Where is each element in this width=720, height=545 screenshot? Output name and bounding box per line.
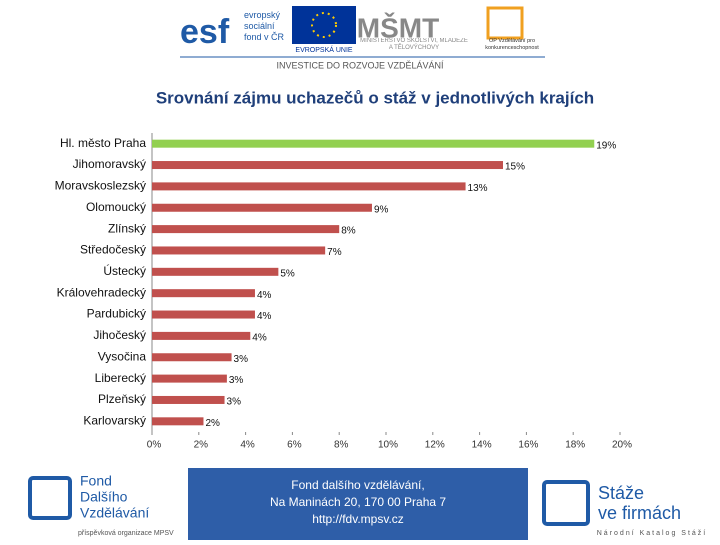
- x-tick-label: 12%: [425, 440, 445, 451]
- value-label: 8%: [341, 226, 356, 237]
- category-label: Plzeňský: [98, 392, 146, 406]
- x-tick-label: 10%: [378, 440, 398, 451]
- category-label: Karlovarský: [83, 413, 146, 427]
- bar: [152, 374, 227, 383]
- category-label: Liberecký: [95, 371, 146, 385]
- category-label: Královehradecký: [57, 285, 146, 299]
- value-label: 3%: [227, 397, 242, 408]
- bar: [152, 289, 255, 298]
- bar: [152, 331, 251, 340]
- x-tick-label: 14%: [472, 440, 492, 451]
- tagline: INVESTICE DO ROZVOJE VZDĚLÁVÁNÍ: [276, 60, 444, 70]
- eu-flag: [292, 6, 356, 44]
- value-label: 7%: [327, 247, 342, 258]
- value-label: 19%: [596, 140, 616, 151]
- bar: [152, 395, 225, 404]
- x-tick-label: 20%: [612, 440, 632, 451]
- value-label: 2%: [205, 418, 220, 429]
- value-label: 9%: [374, 204, 389, 215]
- staze-line: ve firmách: [598, 503, 681, 523]
- category-label: Hl. město Praha: [60, 136, 146, 150]
- fdv-line: Vzdělávání: [80, 505, 149, 521]
- address-line: Fond dalšího vzdělávání,: [291, 478, 424, 492]
- x-tick-label: 8%: [334, 440, 349, 451]
- value-label: 4%: [257, 290, 272, 301]
- esf-text: evropský sociální fond v ČR: [244, 10, 285, 42]
- eu-text: EVROPSKÁ UNIE: [295, 45, 353, 54]
- bar: [152, 161, 503, 170]
- fdv-line: Dalšího: [80, 489, 128, 505]
- chart: 0% 2% 4% 6% 8% 10% 12% 14% 16% 18% 20% Hl. město Pr…: [55, 133, 632, 451]
- msmt-text: MINISTERSTVO ŠKOLSTVÍ, MLÁDEŽE A TĚLOVÝC…: [360, 38, 468, 51]
- category-label: Jihočeský: [93, 328, 146, 342]
- chart-title: Srovnání zájmu uchazečů o stáž v jednotl…: [156, 88, 594, 107]
- x-tick-label: 2%: [194, 440, 209, 451]
- bar: [152, 182, 466, 191]
- bar: [152, 417, 204, 426]
- op-logo: [486, 6, 524, 40]
- x-tick-label: 4%: [240, 440, 255, 451]
- category-label: Pardubický: [87, 307, 146, 321]
- address: Fond dalšího vzdělávání, Na Maninách 20, …: [270, 478, 446, 526]
- category-label: Středočeský: [80, 243, 146, 257]
- value-label: 3%: [234, 354, 249, 365]
- value-label: 5%: [280, 268, 295, 279]
- bar: [152, 225, 340, 234]
- esf-logo: esf: [180, 13, 230, 51]
- fdv-sub: příspěvková organizace MPSV: [78, 530, 174, 537]
- op-text: OP Vzdělávání pro konkurenceschopnost: [485, 38, 539, 51]
- esf-text-box: evropský sociální fond v ČR: [244, 10, 285, 42]
- value-label: 3%: [229, 375, 244, 386]
- address-line: Na Maninách 20, 170 00 Praha 7: [270, 495, 446, 509]
- category-label: Ústecký: [103, 263, 146, 278]
- bar: [152, 203, 372, 212]
- category-label: Zlínský: [108, 221, 146, 235]
- bar: [152, 310, 255, 319]
- value-label: 4%: [252, 333, 267, 344]
- address-line: http://fdv.mpsv.cz: [312, 512, 404, 526]
- staze-sub: Národní Katalog Stáží: [597, 530, 708, 537]
- x-tick-label: 0%: [147, 440, 162, 451]
- fdv-line: Fond: [80, 473, 112, 489]
- fdv-icon: [28, 476, 72, 520]
- address-box: [188, 468, 528, 540]
- value-label: 4%: [257, 311, 272, 322]
- bar: [152, 353, 232, 362]
- value-label: 15%: [505, 162, 525, 173]
- value-label: 13%: [468, 183, 488, 194]
- staze-icon: [542, 480, 590, 526]
- op-box: OP Vzdělávání pro konkurenceschopnost: [485, 38, 539, 51]
- msmt-logo: MŠMT: [357, 11, 439, 43]
- category-label: Moravskoslezský: [55, 179, 146, 193]
- category-label: Vysočina: [98, 349, 147, 363]
- bar: [152, 246, 326, 255]
- x-tick-label: 18%: [565, 440, 585, 451]
- x-tick-label: 16%: [518, 440, 538, 451]
- bar: [152, 267, 279, 276]
- bar: [152, 139, 595, 148]
- category-label: Olomoucký: [86, 200, 146, 214]
- category-label: Jihomoravský: [73, 157, 146, 171]
- msmt-box: MINISTERSTVO ŠKOLSTVÍ, MLÁDEŽE A TĚLOVÝC…: [360, 38, 468, 51]
- staze-line: Stáže: [598, 483, 644, 503]
- eu-stars: [311, 12, 337, 38]
- x-tick-label: 6%: [287, 440, 302, 451]
